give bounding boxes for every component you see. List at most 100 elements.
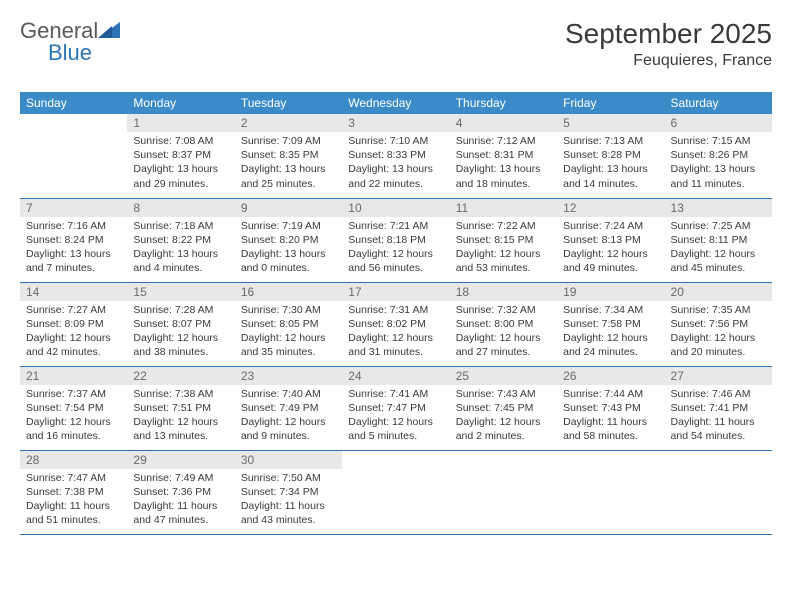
day-details: Sunrise: 7:50 AMSunset: 7:34 PMDaylight:… — [235, 469, 342, 532]
sunset-text: Sunset: 8:18 PM — [348, 233, 443, 247]
day-details: Sunrise: 7:19 AMSunset: 8:20 PMDaylight:… — [235, 217, 342, 280]
calendar-day-cell: 4Sunrise: 7:12 AMSunset: 8:31 PMDaylight… — [450, 114, 557, 198]
calendar-day-cell: 17Sunrise: 7:31 AMSunset: 8:02 PMDayligh… — [342, 282, 449, 366]
logo-triangle-icon — [98, 20, 120, 38]
calendar-day-cell — [450, 450, 557, 534]
day-number: 21 — [20, 367, 127, 385]
calendar-day-cell: 18Sunrise: 7:32 AMSunset: 8:00 PMDayligh… — [450, 282, 557, 366]
weekday-header: Wednesday — [342, 92, 449, 114]
calendar-week-row: 14Sunrise: 7:27 AMSunset: 8:09 PMDayligh… — [20, 282, 772, 366]
weekday-header: Friday — [557, 92, 664, 114]
calendar-day-cell: 13Sunrise: 7:25 AMSunset: 8:11 PMDayligh… — [665, 198, 772, 282]
day-details: Sunrise: 7:24 AMSunset: 8:13 PMDaylight:… — [557, 217, 664, 280]
calendar-day-cell: 2Sunrise: 7:09 AMSunset: 8:35 PMDaylight… — [235, 114, 342, 198]
calendar-day-cell — [557, 450, 664, 534]
calendar-day-cell: 24Sunrise: 7:41 AMSunset: 7:47 PMDayligh… — [342, 366, 449, 450]
daylight-text: Daylight: 11 hours and 43 minutes. — [241, 499, 336, 527]
day-number: 10 — [342, 199, 449, 217]
sunset-text: Sunset: 8:02 PM — [348, 317, 443, 331]
sunrise-text: Sunrise: 7:49 AM — [133, 471, 228, 485]
logo-text-blue: Blue — [48, 40, 92, 65]
day-number: 26 — [557, 367, 664, 385]
sunset-text: Sunset: 7:54 PM — [26, 401, 121, 415]
sunset-text: Sunset: 8:37 PM — [133, 148, 228, 162]
day-number: 24 — [342, 367, 449, 385]
day-details: Sunrise: 7:40 AMSunset: 7:49 PMDaylight:… — [235, 385, 342, 448]
sunset-text: Sunset: 7:49 PM — [241, 401, 336, 415]
sunset-text: Sunset: 8:20 PM — [241, 233, 336, 247]
day-number: 6 — [665, 114, 772, 132]
daylight-text: Daylight: 12 hours and 9 minutes. — [241, 415, 336, 443]
day-details: Sunrise: 7:09 AMSunset: 8:35 PMDaylight:… — [235, 132, 342, 195]
sunset-text: Sunset: 8:15 PM — [456, 233, 551, 247]
weekday-header: Sunday — [20, 92, 127, 114]
day-number: 14 — [20, 283, 127, 301]
day-details: Sunrise: 7:21 AMSunset: 8:18 PMDaylight:… — [342, 217, 449, 280]
calendar-day-cell: 20Sunrise: 7:35 AMSunset: 7:56 PMDayligh… — [665, 282, 772, 366]
calendar-day-cell: 29Sunrise: 7:49 AMSunset: 7:36 PMDayligh… — [127, 450, 234, 534]
day-number: 11 — [450, 199, 557, 217]
day-details: Sunrise: 7:28 AMSunset: 8:07 PMDaylight:… — [127, 301, 234, 364]
sunrise-text: Sunrise: 7:19 AM — [241, 219, 336, 233]
daylight-text: Daylight: 12 hours and 13 minutes. — [133, 415, 228, 443]
calendar-day-cell: 6Sunrise: 7:15 AMSunset: 8:26 PMDaylight… — [665, 114, 772, 198]
sunset-text: Sunset: 7:36 PM — [133, 485, 228, 499]
calendar-day-cell: 1Sunrise: 7:08 AMSunset: 8:37 PMDaylight… — [127, 114, 234, 198]
calendar-day-cell: 10Sunrise: 7:21 AMSunset: 8:18 PMDayligh… — [342, 198, 449, 282]
day-number: 2 — [235, 114, 342, 132]
daylight-text: Daylight: 12 hours and 16 minutes. — [26, 415, 121, 443]
sunrise-text: Sunrise: 7:22 AM — [456, 219, 551, 233]
daylight-text: Daylight: 12 hours and 35 minutes. — [241, 331, 336, 359]
sunrise-text: Sunrise: 7:46 AM — [671, 387, 766, 401]
day-number: 12 — [557, 199, 664, 217]
calendar-week-row: 1Sunrise: 7:08 AMSunset: 8:37 PMDaylight… — [20, 114, 772, 198]
calendar-week-row: 28Sunrise: 7:47 AMSunset: 7:38 PMDayligh… — [20, 450, 772, 534]
calendar-day-cell: 5Sunrise: 7:13 AMSunset: 8:28 PMDaylight… — [557, 114, 664, 198]
daylight-text: Daylight: 13 hours and 22 minutes. — [348, 162, 443, 190]
weekday-header: Monday — [127, 92, 234, 114]
day-details: Sunrise: 7:38 AMSunset: 7:51 PMDaylight:… — [127, 385, 234, 448]
day-number: 17 — [342, 283, 449, 301]
sunrise-text: Sunrise: 7:41 AM — [348, 387, 443, 401]
day-number: 19 — [557, 283, 664, 301]
sunset-text: Sunset: 7:38 PM — [26, 485, 121, 499]
day-number — [20, 114, 127, 118]
day-details: Sunrise: 7:49 AMSunset: 7:36 PMDaylight:… — [127, 469, 234, 532]
sunrise-text: Sunrise: 7:18 AM — [133, 219, 228, 233]
day-details: Sunrise: 7:15 AMSunset: 8:26 PMDaylight:… — [665, 132, 772, 195]
sunset-text: Sunset: 7:56 PM — [671, 317, 766, 331]
calendar-day-cell: 8Sunrise: 7:18 AMSunset: 8:22 PMDaylight… — [127, 198, 234, 282]
calendar-day-cell — [20, 114, 127, 198]
day-details: Sunrise: 7:31 AMSunset: 8:02 PMDaylight:… — [342, 301, 449, 364]
day-details: Sunrise: 7:13 AMSunset: 8:28 PMDaylight:… — [557, 132, 664, 195]
sunrise-text: Sunrise: 7:34 AM — [563, 303, 658, 317]
daylight-text: Daylight: 11 hours and 47 minutes. — [133, 499, 228, 527]
daylight-text: Daylight: 11 hours and 54 minutes. — [671, 415, 766, 443]
daylight-text: Daylight: 12 hours and 5 minutes. — [348, 415, 443, 443]
calendar-day-cell: 21Sunrise: 7:37 AMSunset: 7:54 PMDayligh… — [20, 366, 127, 450]
sunrise-text: Sunrise: 7:08 AM — [133, 134, 228, 148]
day-number: 18 — [450, 283, 557, 301]
calendar-table: Sunday Monday Tuesday Wednesday Thursday… — [20, 92, 772, 535]
sunset-text: Sunset: 8:24 PM — [26, 233, 121, 247]
sunset-text: Sunset: 8:11 PM — [671, 233, 766, 247]
sunrise-text: Sunrise: 7:50 AM — [241, 471, 336, 485]
calendar-week-row: 21Sunrise: 7:37 AMSunset: 7:54 PMDayligh… — [20, 366, 772, 450]
daylight-text: Daylight: 12 hours and 45 minutes. — [671, 247, 766, 275]
sunrise-text: Sunrise: 7:40 AM — [241, 387, 336, 401]
day-details: Sunrise: 7:34 AMSunset: 7:58 PMDaylight:… — [557, 301, 664, 364]
sunrise-text: Sunrise: 7:09 AM — [241, 134, 336, 148]
sunset-text: Sunset: 8:09 PM — [26, 317, 121, 331]
day-number: 7 — [20, 199, 127, 217]
day-number: 22 — [127, 367, 234, 385]
location: Feuquieres, France — [565, 52, 772, 70]
daylight-text: Daylight: 12 hours and 42 minutes. — [26, 331, 121, 359]
daylight-text: Daylight: 12 hours and 2 minutes. — [456, 415, 551, 443]
sunrise-text: Sunrise: 7:13 AM — [563, 134, 658, 148]
day-number: 20 — [665, 283, 772, 301]
sunset-text: Sunset: 8:22 PM — [133, 233, 228, 247]
sunset-text: Sunset: 8:33 PM — [348, 148, 443, 162]
day-number: 27 — [665, 367, 772, 385]
day-details: Sunrise: 7:35 AMSunset: 7:56 PMDaylight:… — [665, 301, 772, 364]
sunrise-text: Sunrise: 7:25 AM — [671, 219, 766, 233]
